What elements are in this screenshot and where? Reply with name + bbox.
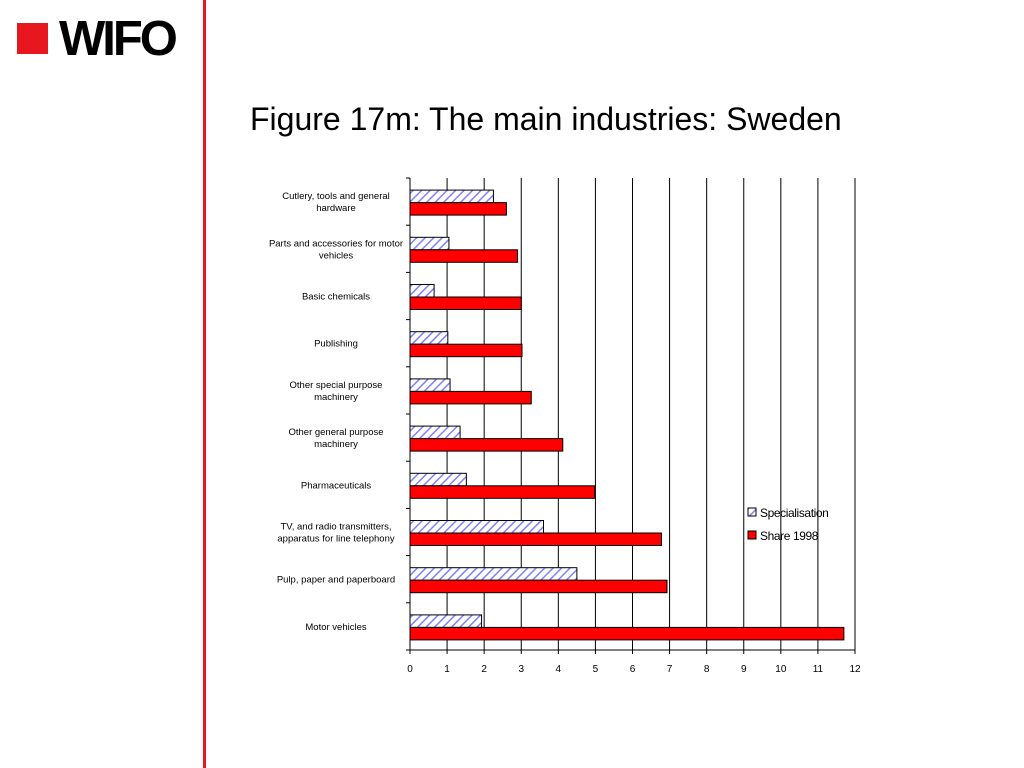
x-tick-label: 0 [407,664,413,675]
bar-specialisation [409,378,451,392]
category-label: Parts and accessories for motor [269,238,403,249]
category-label: machinery [314,439,358,450]
bar-share-1998 [409,579,668,594]
x-tick-label: 3 [518,664,524,675]
bar-share-1998 [409,485,596,499]
bar-specialisation [409,614,483,628]
category-label: machinery [314,392,358,403]
x-tick-label: 6 [630,664,636,675]
bar-share-1998 [409,296,522,310]
bar-share-1998 [409,438,564,452]
x-tick-label: 12 [849,664,861,675]
divider-line [203,0,206,768]
bar-share-1998 [409,532,662,546]
bar-specialisation [409,425,461,440]
axes: 0 1 2 3 4 5 6 7 8 9 10 11 12 [406,177,861,675]
bar-share-1998 [409,249,519,263]
category-label: Motor vehicles [305,622,366,633]
legend-swatch-share-1998 [747,530,757,540]
bar-specialisation [409,236,450,251]
x-tick-label: 7 [667,664,673,675]
bar-specialisation [409,284,435,298]
bar-share-1998 [409,390,532,405]
category-label: Pulp, paper and paperboard [277,575,395,586]
bar-specialisation [409,189,494,204]
category-label: Other special purpose [290,380,383,391]
logo-mark [17,23,48,54]
x-tick-label: 2 [481,664,487,675]
x-tick-label: 9 [741,664,747,675]
bar-share-1998 [409,626,845,641]
category-label: Basic chemicals [302,292,370,303]
x-tick-label: 4 [556,664,562,675]
logo-text: WIFO [59,12,178,66]
page-title: Figure 17m: The main industries: Sweden [250,101,842,137]
category-label: hardware [316,203,356,214]
category-label: Other general purpose [288,427,383,438]
x-tick-label: 5 [593,664,599,675]
bar-specialisation [409,331,449,345]
category-label: TV, and radio transmitters, [280,522,391,533]
x-tick-label: 11 [813,664,824,675]
x-tick-label: 1 [444,664,450,675]
category-label: Publishing [314,339,358,350]
category-label: vehicles [319,250,354,261]
x-tick-label: 10 [775,664,787,675]
bar-share-1998 [409,202,507,216]
category-label: Cutlery, tools and general [282,191,390,202]
bar-specialisation [409,567,578,581]
bar-specialisation [409,520,544,534]
legend: Specialisation Share 1998 [747,506,829,543]
bar-specialisation [409,472,467,487]
bar-share-1998 [409,343,523,358]
legend-label-share-1998: Share 1998 [760,529,819,543]
x-tick-label: 8 [704,664,710,675]
category-label: Pharmaceuticals [301,480,371,491]
legend-swatch-specialisation [747,507,757,517]
legend-label-specialisation: Specialisation [760,506,828,520]
category-label: apparatus for line telephony [277,534,394,545]
bars [409,189,845,641]
